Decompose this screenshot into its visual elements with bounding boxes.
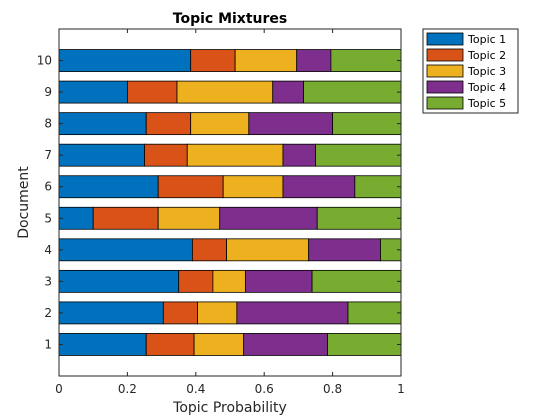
x-tick-label: 0.8 (323, 382, 342, 396)
legend-swatch-topic1 (426, 32, 464, 46)
bar-doc6-topic4 (282, 175, 356, 199)
bar-doc9-topic2 (127, 80, 178, 104)
legend-swatch-topic3 (426, 64, 464, 78)
bar-doc7-topic1 (58, 143, 145, 167)
bar-doc8-topic4 (248, 112, 333, 136)
legend-swatch-topic5 (426, 96, 464, 110)
bar-doc10-topic3 (234, 49, 298, 72)
bar-doc2-topic5 (347, 301, 402, 325)
legend-label-topic1: Topic 1 (467, 33, 506, 46)
x-tick-label: 0 (55, 382, 63, 396)
chart-title: Topic Mixtures (173, 11, 287, 27)
x-tick-label: 1 (397, 382, 405, 396)
bar-doc6-topic3 (222, 175, 284, 199)
axes-layer: 0 0.2 0.4 0.6 0.8 1 1 2 3 4 5 6 7 8 9 10 (37, 29, 405, 396)
y-tick-label: 2 (44, 306, 52, 320)
bar-doc4-topic3 (226, 238, 310, 262)
bar-doc9-topic1 (58, 80, 128, 104)
bar-doc3-topic1 (58, 269, 180, 293)
bar-doc7-topic4 (282, 143, 316, 167)
y-tick-label: 3 (44, 274, 52, 288)
bar-doc3-topic4 (244, 269, 313, 293)
y-tick-label: 4 (44, 243, 52, 257)
y-tick-label: 9 (44, 85, 52, 99)
legend-label-topic4: Topic 4 (467, 81, 506, 94)
bar-doc1-topic3 (193, 333, 245, 356)
bar-doc7-topic3 (186, 143, 284, 167)
x-tick-label: 0.2 (118, 382, 137, 396)
x-tick-label: 0.4 (186, 382, 205, 396)
bar-doc6-topic1 (58, 175, 159, 199)
bar-doc2-topic2 (162, 301, 198, 325)
bar-doc2-topic4 (236, 301, 349, 325)
bar-doc6-topic5 (354, 175, 402, 199)
bar-doc7-topic2 (144, 143, 188, 167)
y-axis-label: Document (16, 166, 32, 239)
bar-doc8-topic1 (58, 112, 147, 136)
bar-doc2-topic3 (197, 301, 238, 325)
bar-doc7-topic5 (315, 143, 402, 167)
bar-doc1-topic1 (58, 333, 147, 356)
bar-doc8-topic5 (332, 112, 402, 136)
bar-doc3-topic2 (178, 269, 214, 293)
bar-doc5-topic4 (219, 206, 318, 230)
bar-doc1-topic4 (243, 333, 328, 356)
bar-doc10-topic5 (330, 49, 402, 72)
plot-frame (58, 28, 402, 377)
bar-doc9-topic3 (176, 80, 274, 104)
bar-doc8-topic3 (190, 112, 250, 136)
bar-doc4-topic1 (58, 238, 193, 262)
bar-doc8-topic2 (145, 112, 192, 136)
y-tick-label: 8 (44, 117, 52, 131)
legend-label-topic5: Topic 5 (467, 97, 506, 110)
bar-doc2-topic1 (58, 301, 164, 325)
bar-doc3-topic3 (212, 269, 246, 293)
y-tick-label: 10 (37, 54, 52, 68)
bar-doc5-topic1 (58, 206, 94, 230)
x-tick-label: 0.6 (255, 382, 274, 396)
legend-label-topic3: Topic 3 (467, 65, 506, 78)
bar-doc3-topic5 (311, 269, 402, 293)
legend-swatch-topic2 (426, 48, 464, 62)
bar-doc5-topic2 (92, 206, 159, 230)
bars-layer (58, 49, 402, 356)
y-tick-label: 5 (44, 211, 52, 225)
legend: Topic 1 Topic 2 Topic 3 Topic 4 Topic 5 (422, 28, 519, 114)
bar-doc10-topic1 (58, 49, 192, 72)
bar-doc4-topic4 (308, 238, 381, 262)
y-tick-label: 6 (44, 180, 52, 194)
bar-doc4-topic2 (191, 238, 227, 262)
bar-doc1-topic5 (327, 333, 402, 356)
bar-doc9-topic4 (272, 80, 304, 104)
legend-label-topic2: Topic 2 (467, 49, 506, 62)
y-tick-label: 7 (44, 148, 52, 162)
bar-doc5-topic3 (157, 206, 221, 230)
bar-doc1-topic2 (145, 333, 195, 356)
bar-doc10-topic2 (190, 49, 236, 72)
bar-doc9-topic5 (303, 80, 402, 104)
bar-doc10-topic4 (296, 49, 332, 72)
bar-doc6-topic2 (157, 175, 224, 199)
bar-doc5-topic5 (316, 206, 402, 230)
x-axis-label: Topic Probability (172, 400, 287, 416)
legend-swatch-topic4 (426, 80, 464, 94)
y-tick-label: 1 (44, 337, 52, 351)
